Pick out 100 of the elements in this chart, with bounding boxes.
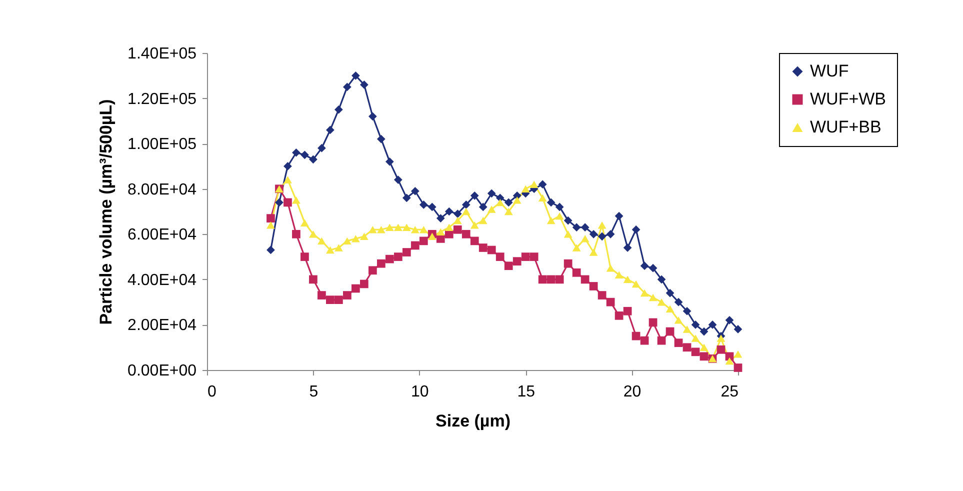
- legend-label: WUF+BB: [810, 118, 882, 136]
- point: [623, 276, 632, 284]
- point: [504, 208, 513, 216]
- y-tick-label: 1.20E+05: [128, 90, 197, 108]
- point: [487, 246, 496, 254]
- point: [589, 248, 598, 256]
- point: [470, 221, 479, 229]
- point: [462, 200, 470, 209]
- point: [318, 144, 326, 152]
- point: [394, 224, 402, 231]
- point: [530, 180, 538, 188]
- point: [368, 266, 377, 275]
- point: [318, 291, 326, 300]
- point: [666, 305, 674, 312]
- point: [334, 244, 343, 252]
- point: [326, 126, 334, 134]
- point: [682, 343, 692, 352]
- x-tick-label: 5: [309, 384, 318, 400]
- point: [674, 338, 683, 348]
- point: [487, 206, 496, 213]
- point: [394, 176, 402, 184]
- point: [385, 158, 394, 166]
- legend-label: WUF: [810, 62, 849, 80]
- point: [444, 224, 454, 231]
- point: [351, 235, 360, 242]
- point: [428, 202, 436, 212]
- point: [292, 230, 300, 238]
- point: [334, 105, 343, 114]
- point: [318, 237, 326, 245]
- point: [555, 202, 564, 212]
- point: [402, 248, 411, 256]
- point: [640, 262, 649, 270]
- point: [674, 316, 683, 324]
- point: [734, 364, 742, 372]
- point: [734, 325, 742, 334]
- point: [360, 280, 368, 288]
- point: [343, 82, 352, 92]
- y-tick-label: 0.00E+00: [128, 362, 197, 380]
- point: [266, 214, 275, 222]
- point: [725, 316, 734, 324]
- point: [716, 345, 726, 354]
- point: [521, 185, 530, 192]
- point: [419, 236, 428, 246]
- point: [666, 327, 674, 336]
- point: [496, 252, 504, 261]
- y-tick-label: 6.00E+04: [128, 226, 197, 244]
- point: [300, 252, 309, 261]
- point: [674, 298, 683, 306]
- point: [360, 80, 368, 89]
- point: [292, 196, 300, 204]
- point: [266, 246, 275, 254]
- y-axis-title: Particle volume (µm³/500µL): [96, 99, 116, 325]
- point: [275, 198, 284, 207]
- point: [326, 246, 334, 254]
- point: [487, 189, 496, 198]
- point: [453, 225, 462, 234]
- point: [410, 226, 420, 234]
- point: [648, 294, 658, 302]
- point: [555, 212, 564, 220]
- y-tick-label: 1.40E+05: [128, 46, 197, 62]
- point: [419, 226, 428, 234]
- point: [419, 200, 428, 209]
- point: [343, 291, 352, 300]
- point: [504, 198, 513, 207]
- point: [580, 235, 590, 242]
- point: [564, 216, 572, 225]
- point: [402, 224, 411, 231]
- point: [360, 232, 368, 240]
- point: [682, 306, 692, 316]
- point: [589, 282, 598, 290]
- point: [606, 264, 615, 272]
- point: [606, 298, 615, 306]
- point: [691, 320, 700, 329]
- point: [614, 311, 624, 320]
- point: [300, 150, 309, 160]
- point: [598, 291, 606, 300]
- point: [546, 216, 556, 224]
- point: [385, 254, 394, 264]
- point: [376, 226, 386, 234]
- point: [410, 186, 420, 196]
- point: [614, 271, 624, 279]
- point: [470, 236, 479, 246]
- point: [385, 224, 394, 231]
- point: [598, 232, 606, 241]
- point: [572, 223, 581, 232]
- point: [700, 327, 708, 336]
- point: [478, 244, 488, 252]
- x-tick-label: 0: [208, 384, 216, 400]
- x-tick-label: 10: [411, 384, 429, 400]
- point: [496, 198, 504, 206]
- point: [691, 334, 700, 342]
- point: [657, 336, 666, 345]
- point: [284, 176, 292, 184]
- point: [453, 216, 462, 224]
- point: [292, 148, 300, 157]
- point: [453, 210, 462, 218]
- point: [343, 237, 352, 245]
- point: [700, 352, 708, 361]
- y-tick-label: 4.00E+04: [128, 272, 197, 289]
- point: [504, 262, 513, 270]
